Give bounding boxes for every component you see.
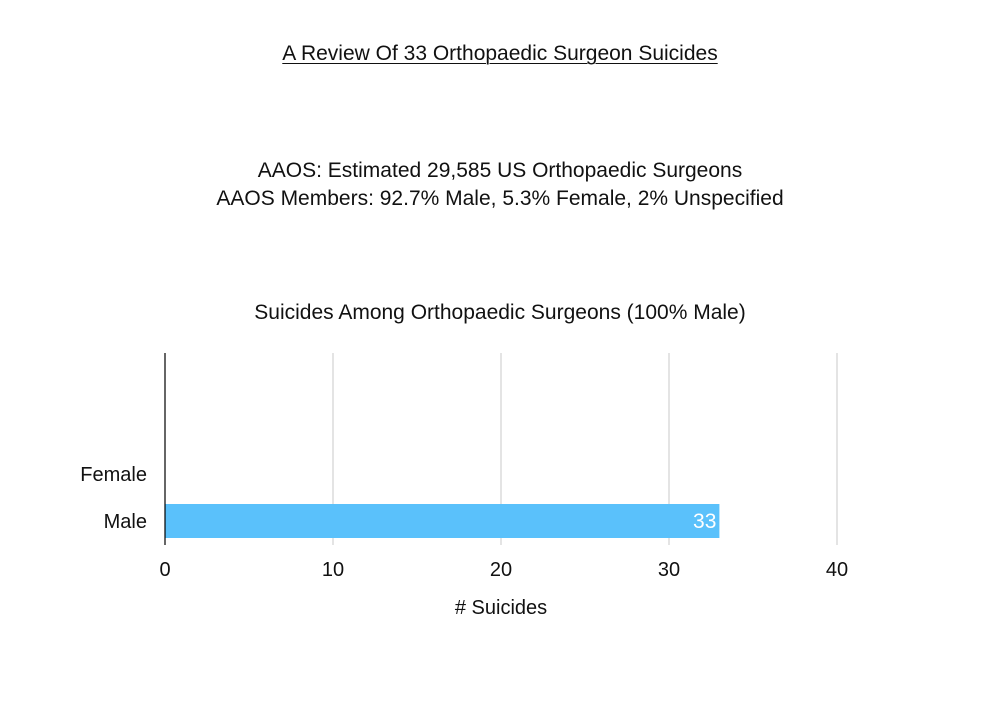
labels: 33 Female Male 0 10 20 30 40 (80, 464, 848, 581)
data-label-male: 33 (693, 510, 716, 533)
category-label-female: Female (80, 464, 147, 486)
bar-chart: 33 Female Male 0 10 20 30 40 # Suicides (80, 353, 848, 619)
stats-line-membership: AAOS Members: 92.7% Male, 5.3% Female, 2… (216, 187, 784, 210)
x-axis-title: # Suicides (455, 597, 547, 619)
chart-title: Suicides Among Orthopaedic Surgeons (100… (254, 301, 746, 324)
x-tick-label-20: 20 (490, 559, 512, 581)
page-title: A Review Of 33 Orthopaedic Surgeon Suici… (282, 42, 718, 65)
x-tick-label-0: 0 (159, 559, 170, 581)
bar-male (165, 504, 720, 538)
stats-block: AAOS: Estimated 29,585 US Orthopaedic Su… (0, 157, 1000, 213)
stats-line-surgeon-count: AAOS: Estimated 29,585 US Orthopaedic Su… (257, 159, 743, 182)
category-label-male: Male (104, 511, 147, 533)
x-tick-label-40: 40 (826, 559, 848, 581)
x-tick-label-10: 10 (322, 559, 344, 581)
bars (165, 504, 720, 538)
x-tick-label-30: 30 (658, 559, 680, 581)
